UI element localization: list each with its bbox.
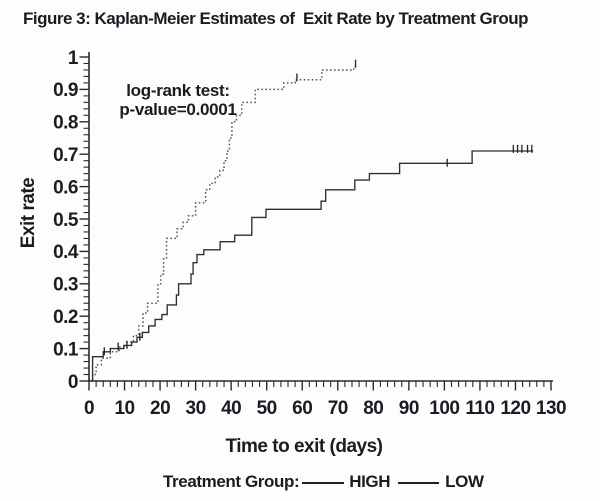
y-tick-label: 1	[68, 48, 79, 69]
x-tick-label: 20	[150, 398, 170, 419]
x-tick-label: 110	[465, 398, 494, 419]
y-tick-label: 0.2	[53, 307, 78, 328]
y-tick-label: 0.8	[53, 113, 78, 134]
annotation-line1: log-rank test:	[126, 81, 229, 100]
annotation-line2: p-value=0.0001	[119, 100, 236, 119]
legend-title: Treatment Group:	[163, 472, 300, 491]
x-tick-label: 10	[114, 398, 134, 419]
y-tick-label: 0.3	[53, 275, 78, 296]
x-axis-title: Time to exit (days)	[226, 436, 383, 457]
legend: Treatment Group: HIGH LOW	[163, 470, 484, 494]
km-curve-high	[89, 65, 358, 382]
legend-line-sample-high	[302, 482, 345, 484]
y-tick-label: 0.7	[53, 145, 78, 166]
legend-item-high: HIGH	[349, 472, 391, 491]
y-tick-label: 0.1	[53, 339, 79, 360]
x-tick-label: 90	[399, 398, 419, 419]
x-tick-label: 120	[500, 398, 530, 419]
km-curve-low	[89, 150, 534, 382]
x-tick-label: 0	[84, 398, 94, 419]
x-tick-label: 100	[429, 398, 459, 419]
km-curves	[89, 59, 534, 382]
y-tick-label: 0.6	[53, 177, 78, 198]
legend-line-sample-low	[398, 482, 440, 484]
x-tick-label: 50	[257, 398, 277, 419]
x-tick-label: 30	[186, 398, 206, 419]
x-tick-label: 40	[221, 398, 241, 419]
y-tick-label: 0.5	[53, 210, 79, 231]
x-tick-label: 60	[292, 398, 312, 419]
axis-ticks: 0 10 20 30 40 50 60 70 80 90 100 110 120 130 0 0.1 0.2 0.…	[53, 48, 567, 419]
figure-title: Figure 3: Kaplan-Meier Estimates of Exit…	[23, 9, 529, 28]
y-axis-title: Exit rate	[18, 178, 39, 248]
x-tick-label: 130	[536, 398, 566, 419]
legend-item-low: LOW	[445, 472, 484, 491]
x-tick-label: 70	[328, 398, 348, 419]
y-tick-label: 0	[68, 372, 78, 393]
y-tick-label: 0.4	[53, 242, 79, 263]
x-tick-label: 80	[363, 398, 383, 419]
y-tick-label: 0.9	[53, 80, 78, 101]
